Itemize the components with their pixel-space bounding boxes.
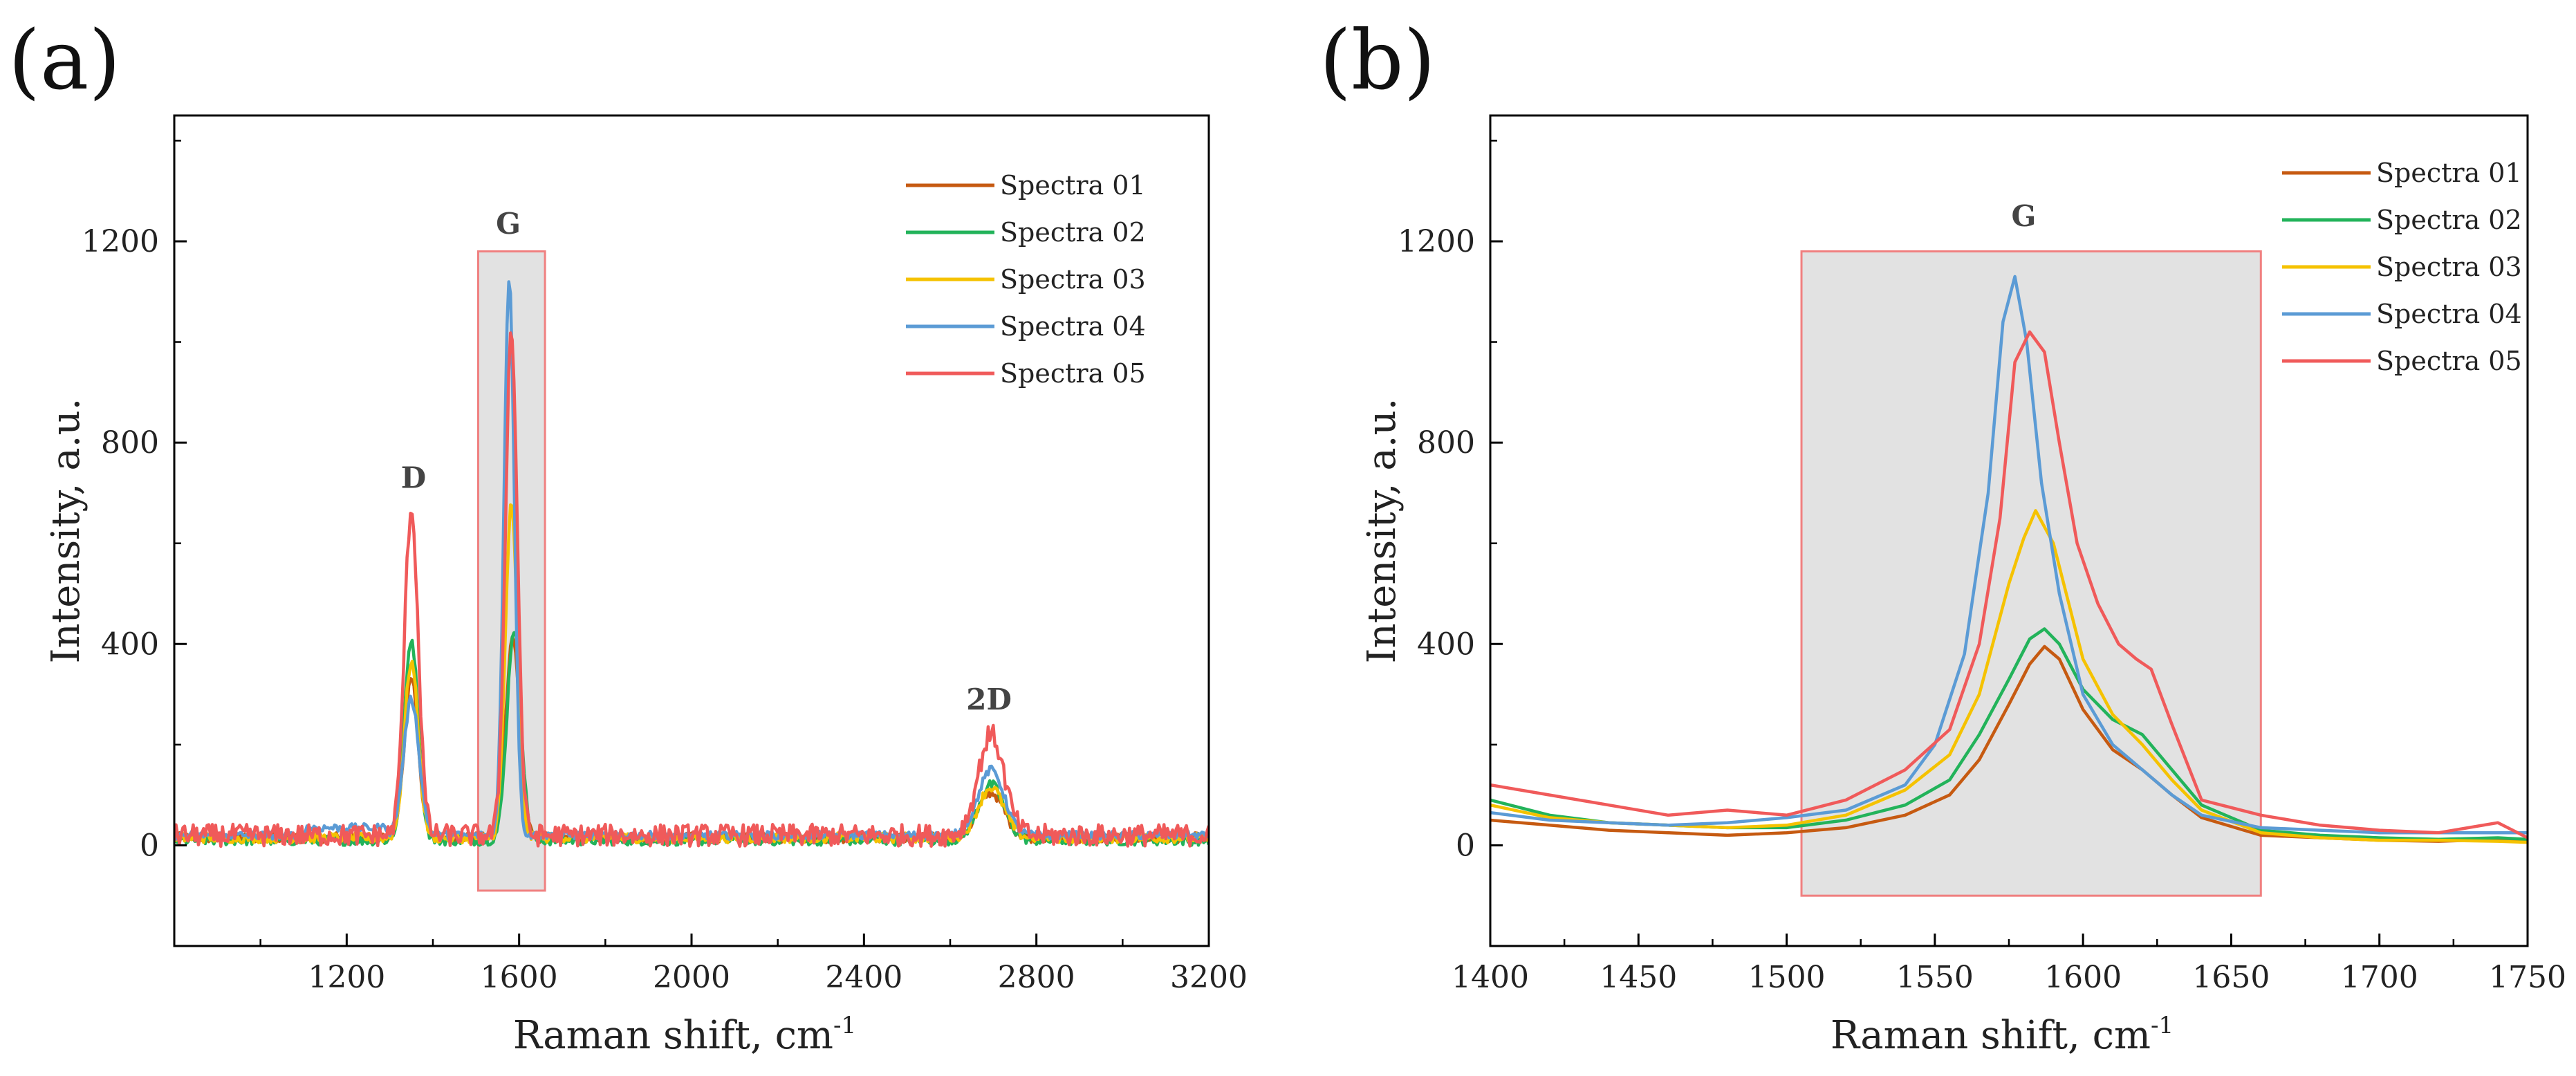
peak-annotation: G [496,207,521,241]
y-tick-label: 1200 [82,224,159,259]
series-line-2 [174,631,1209,847]
y-axis-title: Intensity, a.u. [1360,398,1405,664]
series-line-5 [1490,330,2528,840]
series-line-1 [174,636,1209,844]
legend-label: Spectra 01 [1000,170,1146,201]
x-tick-label: 1550 [1896,960,1974,995]
x-tick-label: 1700 [2341,960,2418,995]
series-line-5 [174,331,1209,848]
x-tick-label: 1600 [2044,960,2122,995]
x-tick-label: 3200 [1170,960,1248,995]
x-tick-label: 1650 [2192,960,2270,995]
legend-label: Spectra 02 [2376,205,2522,235]
y-tick-label: 0 [1456,828,1475,863]
x-tick-label: 1400 [1452,960,1529,995]
legend-label: Spectra 04 [2376,299,2522,329]
x-axis-title: Raman shift, cm-1 [1831,1012,2174,1058]
x-tick-label: 1450 [1600,960,1677,995]
legend: Spectra 01 Spectra 02 Spectra 03 Spectra 04… [2282,158,2522,376]
y-axis-title: Intensity, a.u. [44,398,89,664]
x-tick-label: 1200 [308,960,385,995]
legend-label: Spectra 04 [1000,311,1146,342]
y-tick-label: 400 [1417,627,1475,662]
series-line-3 [174,503,1209,845]
series-group [1490,275,2528,844]
y-tick-label: 800 [1417,425,1475,461]
legend-label: Spectra 01 [2376,158,2522,188]
legend-label: Spectra 02 [1000,217,1146,248]
panel-b: (b) 1400 1450 1500 1550 1600 1650 1700 1750 0 400 8… [1319,12,2566,1058]
y-tick-label: 400 [101,627,159,662]
peak-annotation: D [401,461,426,495]
x-tick-label: 1600 [481,960,558,995]
legend-label: Spectra 05 [2376,346,2522,376]
x-axis-title: Raman shift, cm-1 [513,1012,856,1058]
series-line-4 [1490,275,2528,835]
legend-label: Spectra 03 [2376,252,2522,282]
y-tick-label: 0 [140,828,159,863]
series-group [174,280,1209,848]
peak-annotation: G [2011,199,2036,233]
x-tick-label: 2400 [825,960,902,995]
x-tick-label: 2000 [653,960,730,995]
x-tick-label: 2800 [998,960,1075,995]
panel-label: (b) [1319,12,1436,108]
panel-a: (a) 1200 1600 2000 2400 2800 3200 0 400 800 1200 Ra… [8,12,1248,1058]
panel-label: (a) [8,12,120,108]
g-band-highlight [1800,250,2262,897]
legend-label: Spectra 05 [1000,358,1146,389]
peak-annotation: 2D [966,683,1012,716]
x-tick-label: 1500 [1748,960,1826,995]
legend-label: Spectra 03 [1000,264,1146,295]
legend: Spectra 01 Spectra 02 Spectra 03 Spectra 04… [906,170,1146,389]
series-line-3 [1490,509,2528,844]
x-tick-label: 1750 [2489,960,2566,995]
y-tick-label: 1200 [1398,224,1475,259]
y-tick-label: 800 [101,425,159,461]
